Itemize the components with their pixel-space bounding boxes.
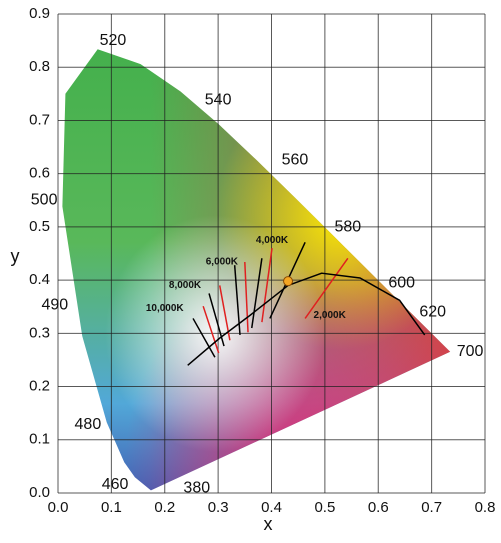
isotemperature-line bbox=[304, 257, 349, 319]
wavelength-label: 520 bbox=[100, 32, 127, 49]
y-tick-label: 0.2 bbox=[29, 378, 50, 395]
y-tick-label: 0.1 bbox=[29, 431, 50, 448]
cct-label: 8,000K bbox=[169, 280, 202, 291]
isotemperature-line bbox=[261, 248, 273, 323]
wavelength-label: 500 bbox=[31, 191, 58, 208]
y-tick-label: 0.9 bbox=[29, 5, 50, 22]
x-tick-label: 0.8 bbox=[475, 499, 496, 516]
wavelength-label: 560 bbox=[282, 152, 309, 169]
cct-label: 6,000K bbox=[206, 257, 239, 268]
planckian-locus bbox=[187, 272, 426, 366]
wavelength-label: 600 bbox=[388, 275, 415, 292]
y-tick-label: 0.6 bbox=[29, 165, 50, 182]
x-tick-label: 0.7 bbox=[421, 499, 442, 516]
x-tick-label: 0.2 bbox=[154, 499, 175, 516]
cct-label: 10,000K bbox=[146, 303, 185, 314]
wavelength-label: 380 bbox=[183, 479, 210, 496]
x-tick-label: 0.0 bbox=[48, 499, 69, 516]
y-tick-label: 0.3 bbox=[29, 324, 50, 341]
y-tick-label: 0.0 bbox=[29, 484, 50, 501]
y-tick-label: 0.8 bbox=[29, 58, 50, 75]
wavelength-label: 460 bbox=[102, 476, 129, 493]
y-tick-label: 0.4 bbox=[29, 271, 50, 288]
y-tick-label: 0.5 bbox=[29, 218, 50, 235]
cct-label: 4,000K bbox=[256, 235, 289, 246]
x-tick-label: 0.6 bbox=[368, 499, 389, 516]
x-tick-label: 0.3 bbox=[208, 499, 229, 516]
isotemperature-line bbox=[251, 258, 263, 329]
wavelength-label: 620 bbox=[419, 303, 446, 320]
cct-label: 2,000K bbox=[314, 310, 347, 321]
y-tick-label: 0.7 bbox=[29, 111, 50, 128]
x-axis-label: x bbox=[264, 514, 273, 534]
wavelength-label: 580 bbox=[334, 219, 361, 236]
isotemperature-line bbox=[244, 261, 249, 333]
y-axis-label: y bbox=[11, 246, 20, 266]
x-tick-label: 0.4 bbox=[261, 499, 282, 516]
wavelength-label: 480 bbox=[75, 416, 102, 433]
wavelength-label: 700 bbox=[457, 343, 484, 360]
x-tick-label: 0.5 bbox=[314, 499, 335, 516]
x-tick-label: 0.1 bbox=[101, 499, 122, 516]
plot-layer: 0.0 0.1 0.2 0.3 0.4 0.5 0.6 0.7 0.8 0.0 0.1 0.2 0.3 0… bbox=[29, 5, 495, 516]
wavelength-label: 490 bbox=[41, 296, 68, 313]
white-point bbox=[283, 276, 294, 287]
isotemperature-line bbox=[202, 305, 220, 354]
isotemperature-line bbox=[192, 318, 216, 358]
wavelength-label: 540 bbox=[205, 91, 232, 108]
